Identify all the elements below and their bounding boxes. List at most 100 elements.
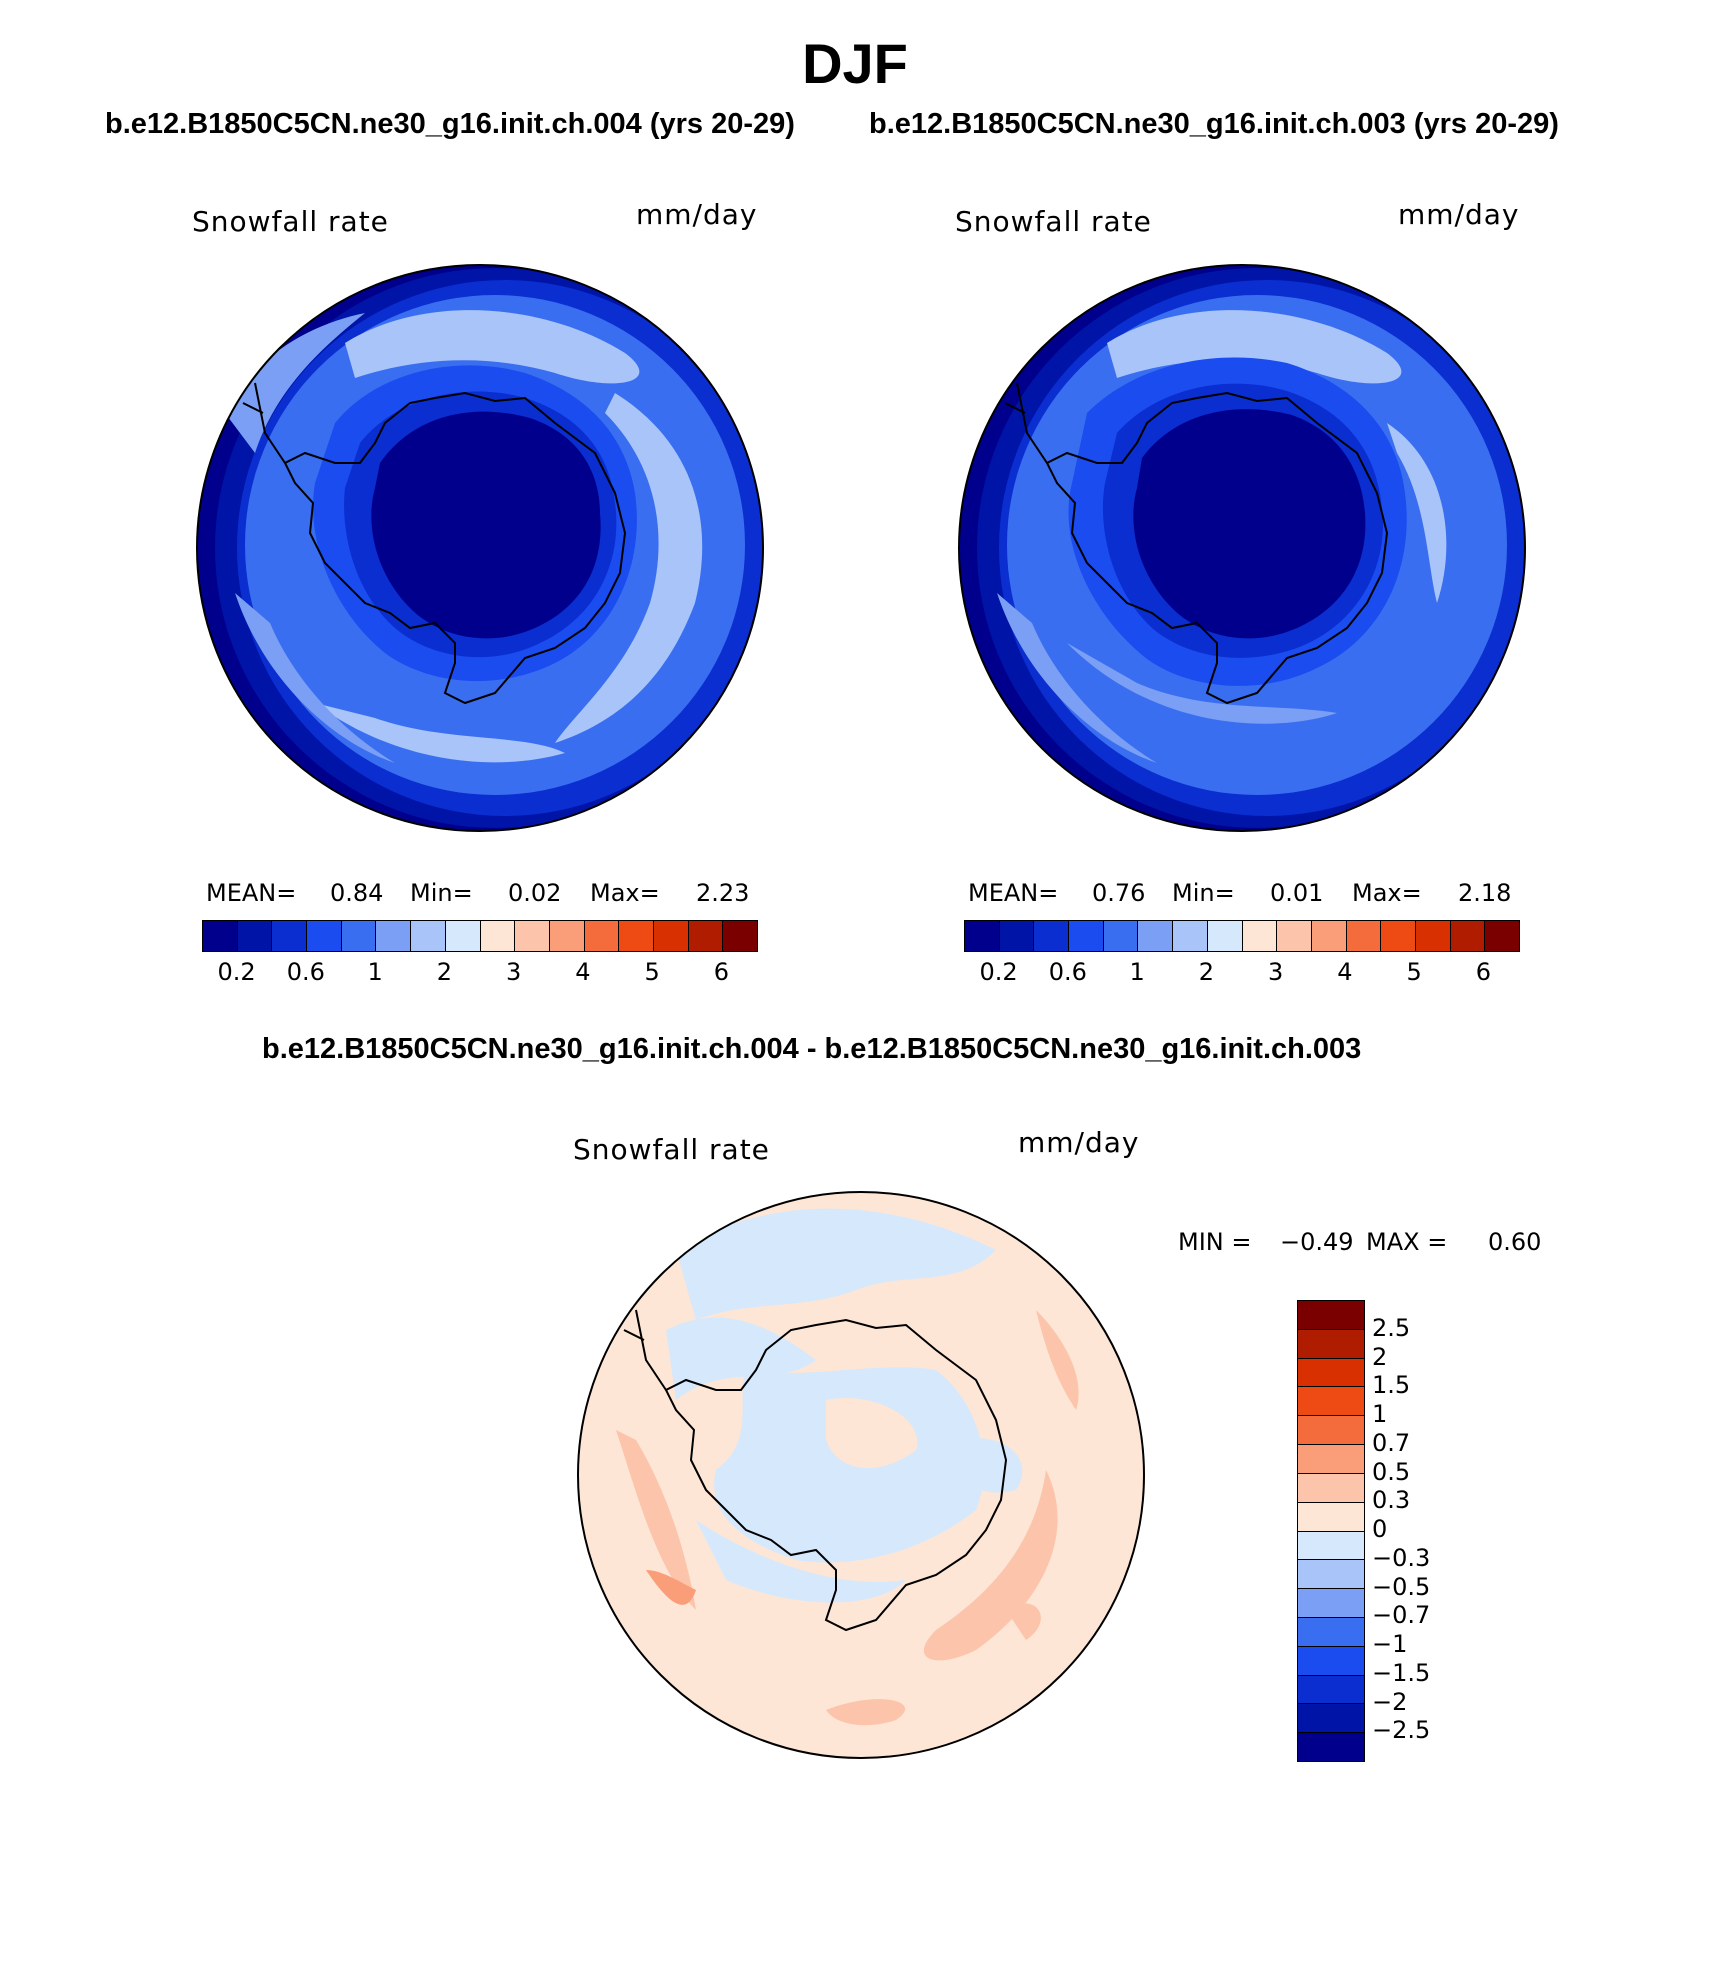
diff-colorbar-swatch (1298, 1674, 1364, 1704)
panel2-colorbar-tick-label: 2 (1198, 958, 1215, 986)
panel1-mean-value: 0.84 (330, 879, 384, 907)
diff-colorbar-tick-label: −0.3 (1372, 1543, 1431, 1572)
panel1-colorbar-swatch (687, 921, 723, 951)
diff-colorbar-swatch (1298, 1559, 1364, 1589)
diff-min-label: MIN = (1178, 1228, 1252, 1256)
diff-colorbar-swatch (1298, 1444, 1364, 1473)
panel2-colorbar-tick-label: 1 (1129, 958, 1145, 986)
diff-colorbar-swatch (1298, 1588, 1364, 1617)
panel2-colorbar-swatch (1033, 921, 1069, 951)
panel1-colorbar-swatch (236, 921, 272, 951)
diff-min-value: −0.49 (1280, 1228, 1354, 1256)
panel1-max-value: 2.23 (696, 879, 750, 907)
panel2-header: b.e12.B1850C5CN.ne30_g16.init.ch.003 (yr… (869, 108, 1559, 140)
panel1-colorbar-ticks: 0.2 0.6 1 2 3 4 5 6 (202, 958, 756, 988)
panel1-colorbar-swatch (548, 921, 584, 951)
panel2-min-value: 0.01 (1270, 879, 1324, 907)
panel2-max-value: 2.18 (1458, 879, 1512, 907)
panel2-colorbar-swatch (1102, 921, 1138, 951)
panel2-min-label: Min= (1172, 879, 1235, 907)
panel1-colorbar-swatch (271, 921, 307, 951)
diff-colorbar-swatch (1298, 1732, 1364, 1761)
panel2-colorbar-swatch (1310, 921, 1346, 951)
diff-colorbar-tick-label: 0.5 (1372, 1457, 1411, 1486)
panel1-units-label: mm/day (636, 198, 758, 231)
diff-colorbar-swatch (1298, 1357, 1364, 1387)
panel1-colorbar-tick-label: 5 (644, 958, 660, 986)
panel1-variable-label: Snowfall rate (192, 205, 389, 238)
panel1-colorbar-tick-label: 0.2 (217, 958, 256, 986)
panel2-colorbar-tick-label: 0.2 (979, 958, 1018, 986)
diff-max-label: MAX = (1366, 1228, 1448, 1256)
panel1-min-value: 0.02 (508, 879, 562, 907)
page-title: DJF (802, 32, 908, 95)
panel2-colorbar-tick-label: 4 (1337, 958, 1353, 986)
panel1-colorbar-swatch (618, 921, 653, 951)
diff-colorbar-tick-label: −1.5 (1372, 1658, 1431, 1687)
panel1-colorbar-swatch (203, 921, 237, 951)
panel2-colorbar-swatch (1276, 921, 1311, 951)
diff-colorbar-swatch (1298, 1472, 1364, 1502)
diff-colorbar-swatch (1298, 1415, 1364, 1445)
panel1-colorbar-tick-label: 6 (713, 958, 730, 986)
panel2-colorbar-tick-label: 0.6 (1048, 958, 1087, 986)
panel1-colorbar-tick-label: 3 (505, 958, 522, 986)
panel1-colorbar-swatch (479, 921, 515, 951)
diff-units-label: mm/day (1018, 1126, 1140, 1159)
panel1-colorbar-swatch (722, 921, 757, 951)
diff-colorbar-swatch (1298, 1501, 1364, 1531)
panel1-colorbar-swatch (340, 921, 376, 951)
diff-colorbar-tick-label: 1.5 (1372, 1371, 1411, 1400)
diff-colorbar-swatch (1298, 1530, 1364, 1560)
diff-colorbar-tick-label: 2.5 (1372, 1313, 1411, 1342)
panel2-colorbar (964, 920, 1520, 952)
panel2-map (958, 264, 1526, 832)
diff-colorbar-swatch (1298, 1645, 1364, 1675)
panel1-colorbar-tick-label: 1 (367, 958, 383, 986)
panel1-colorbar (202, 920, 758, 952)
diff-colorbar-ticks: 2.5 2 1.5 1 0.7 0.5 0.3 0 −0.3 −0.5 −0.7 −1 −1.5 −2 −2… (1372, 1300, 1492, 1760)
diff-colorbar-tick-label: −0.7 (1372, 1601, 1431, 1630)
panel1-colorbar-swatch (306, 921, 341, 951)
panel2-units-label: mm/day (1398, 198, 1520, 231)
diff-max-value: 0.60 (1488, 1228, 1542, 1256)
panel2-colorbar-swatch (1449, 921, 1485, 951)
panel2-colorbar-swatch (1068, 921, 1103, 951)
panel1-colorbar-swatch (583, 921, 619, 951)
diff-colorbar-tick-label: −0.5 (1372, 1572, 1431, 1601)
panel1-colorbar-swatch (410, 921, 445, 951)
panel2-variable-label: Snowfall rate (955, 205, 1152, 238)
panel2-colorbar-swatch (965, 921, 999, 951)
panel2-mean-label: MEAN= (968, 879, 1059, 907)
panel1-header: b.e12.B1850C5CN.ne30_g16.init.ch.004 (yr… (105, 108, 795, 140)
panel1-colorbar-tick-label: 0.6 (286, 958, 325, 986)
panel2-max-label: Max= (1352, 879, 1422, 907)
diff-map (577, 1191, 1145, 1759)
diff-colorbar-swatch (1298, 1616, 1364, 1646)
diff-colorbar-tick-label: −1 (1372, 1630, 1408, 1658)
panel1-mean-label: MEAN= (206, 879, 297, 907)
diff-colorbar-tick-label: 2 (1372, 1342, 1388, 1371)
panel2-colorbar-swatch (998, 921, 1034, 951)
panel2-colorbar-tick-label: 3 (1267, 958, 1284, 986)
diff-colorbar-swatch (1298, 1301, 1364, 1329)
diff-colorbar-tick-label: −2.5 (1372, 1716, 1431, 1745)
panel2-colorbar-swatch (1137, 921, 1173, 951)
diff-header: b.e12.B1850C5CN.ne30_g16.init.ch.004 - b… (262, 1033, 1362, 1065)
diff-colorbar-tick-label: 0.7 (1372, 1428, 1411, 1457)
panel2-colorbar-swatch (1484, 921, 1519, 951)
panel2-colorbar-swatch (1380, 921, 1415, 951)
panel1-max-label: Max= (590, 879, 660, 907)
diff-colorbar-swatch (1298, 1703, 1364, 1733)
panel2-colorbar-tick-label: 6 (1475, 958, 1492, 986)
panel2-mean-value: 0.76 (1092, 879, 1146, 907)
panel1-colorbar-swatch (444, 921, 480, 951)
panel2-colorbar-swatch (1241, 921, 1277, 951)
panel1-colorbar-swatch (375, 921, 411, 951)
diff-variable-label: Snowfall rate (573, 1133, 770, 1166)
panel1-colorbar-swatch (514, 921, 549, 951)
panel2-colorbar-swatch (1206, 921, 1242, 951)
diff-colorbar (1297, 1300, 1365, 1762)
panel2-colorbar-swatch (1172, 921, 1207, 951)
panel2-colorbar-swatch (1414, 921, 1450, 951)
